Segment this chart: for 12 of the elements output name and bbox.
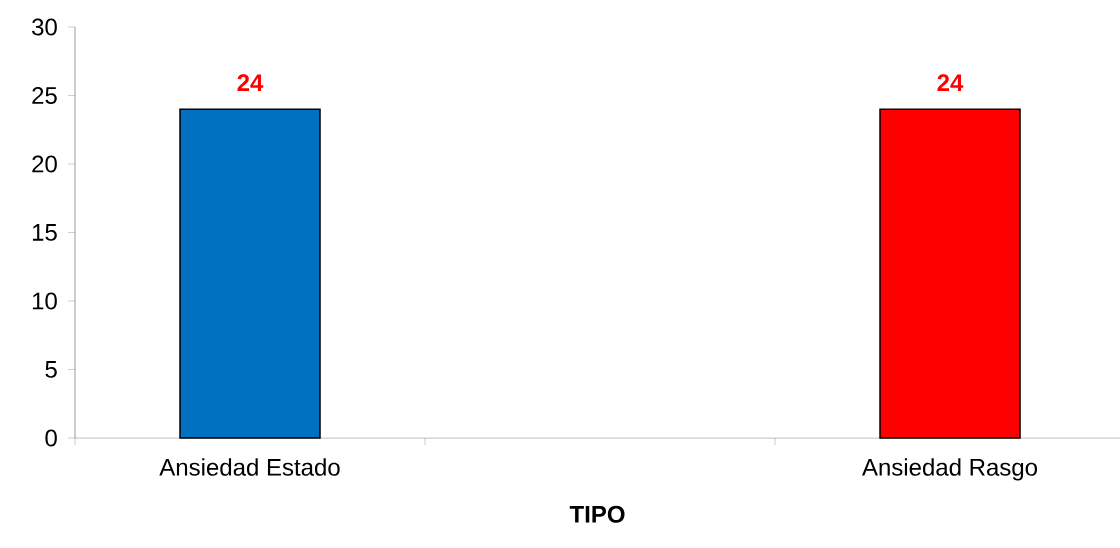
x-axis-title: TIPO (569, 505, 625, 523)
y-tick-label: 10 (32, 292, 57, 310)
y-tick-label: 0 (45, 429, 57, 447)
y-tick-label: 5 (45, 361, 57, 378)
y-tick-label: 25 (32, 87, 57, 104)
y-tick-label: 15 (32, 224, 57, 241)
y-tick-label: 30 (32, 18, 57, 36)
data-label: 24 (937, 74, 964, 91)
data-label: 24 (237, 74, 264, 91)
x-tick-label: Ansiedad Estado (159, 458, 340, 476)
y-tick-label: 20 (32, 155, 57, 173)
x-tick-label: Ansiedad Rasgo (862, 458, 1038, 481)
